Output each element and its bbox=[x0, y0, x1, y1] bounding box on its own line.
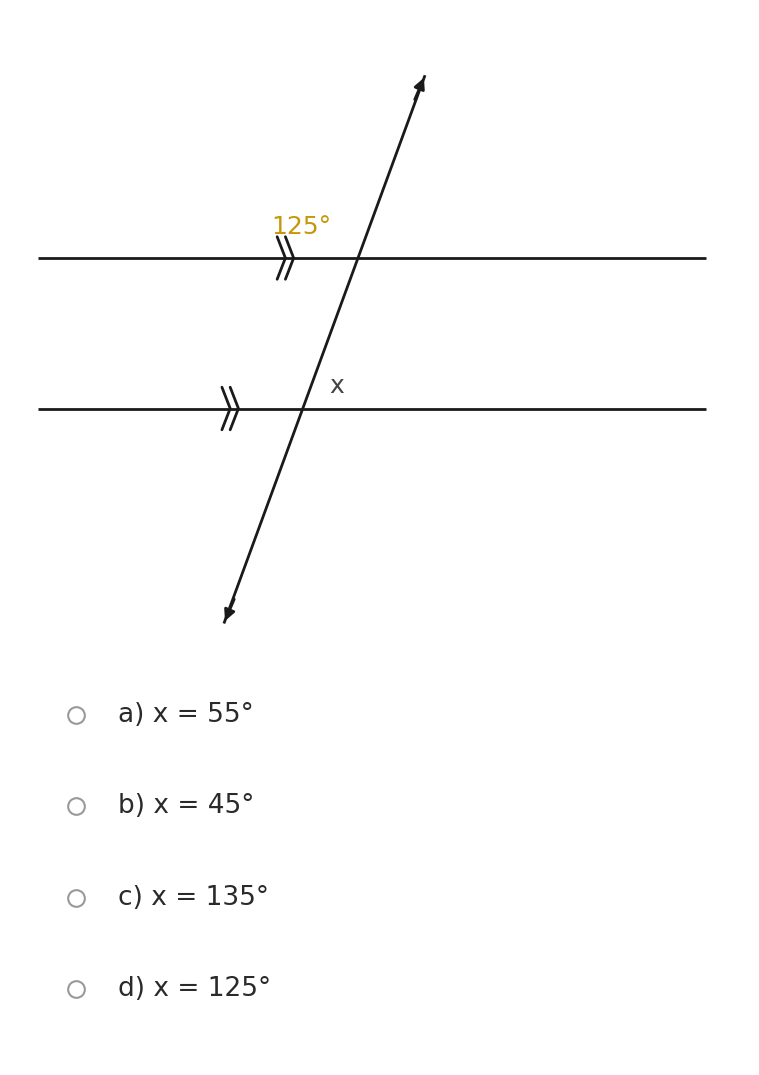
Text: 125°: 125° bbox=[271, 215, 331, 239]
Text: x: x bbox=[329, 374, 344, 398]
Text: d) x = 125°: d) x = 125° bbox=[118, 976, 271, 1002]
Text: c) x = 135°: c) x = 135° bbox=[118, 885, 269, 911]
Text: a) x = 55°: a) x = 55° bbox=[118, 702, 254, 728]
Text: b) x = 45°: b) x = 45° bbox=[118, 793, 254, 819]
